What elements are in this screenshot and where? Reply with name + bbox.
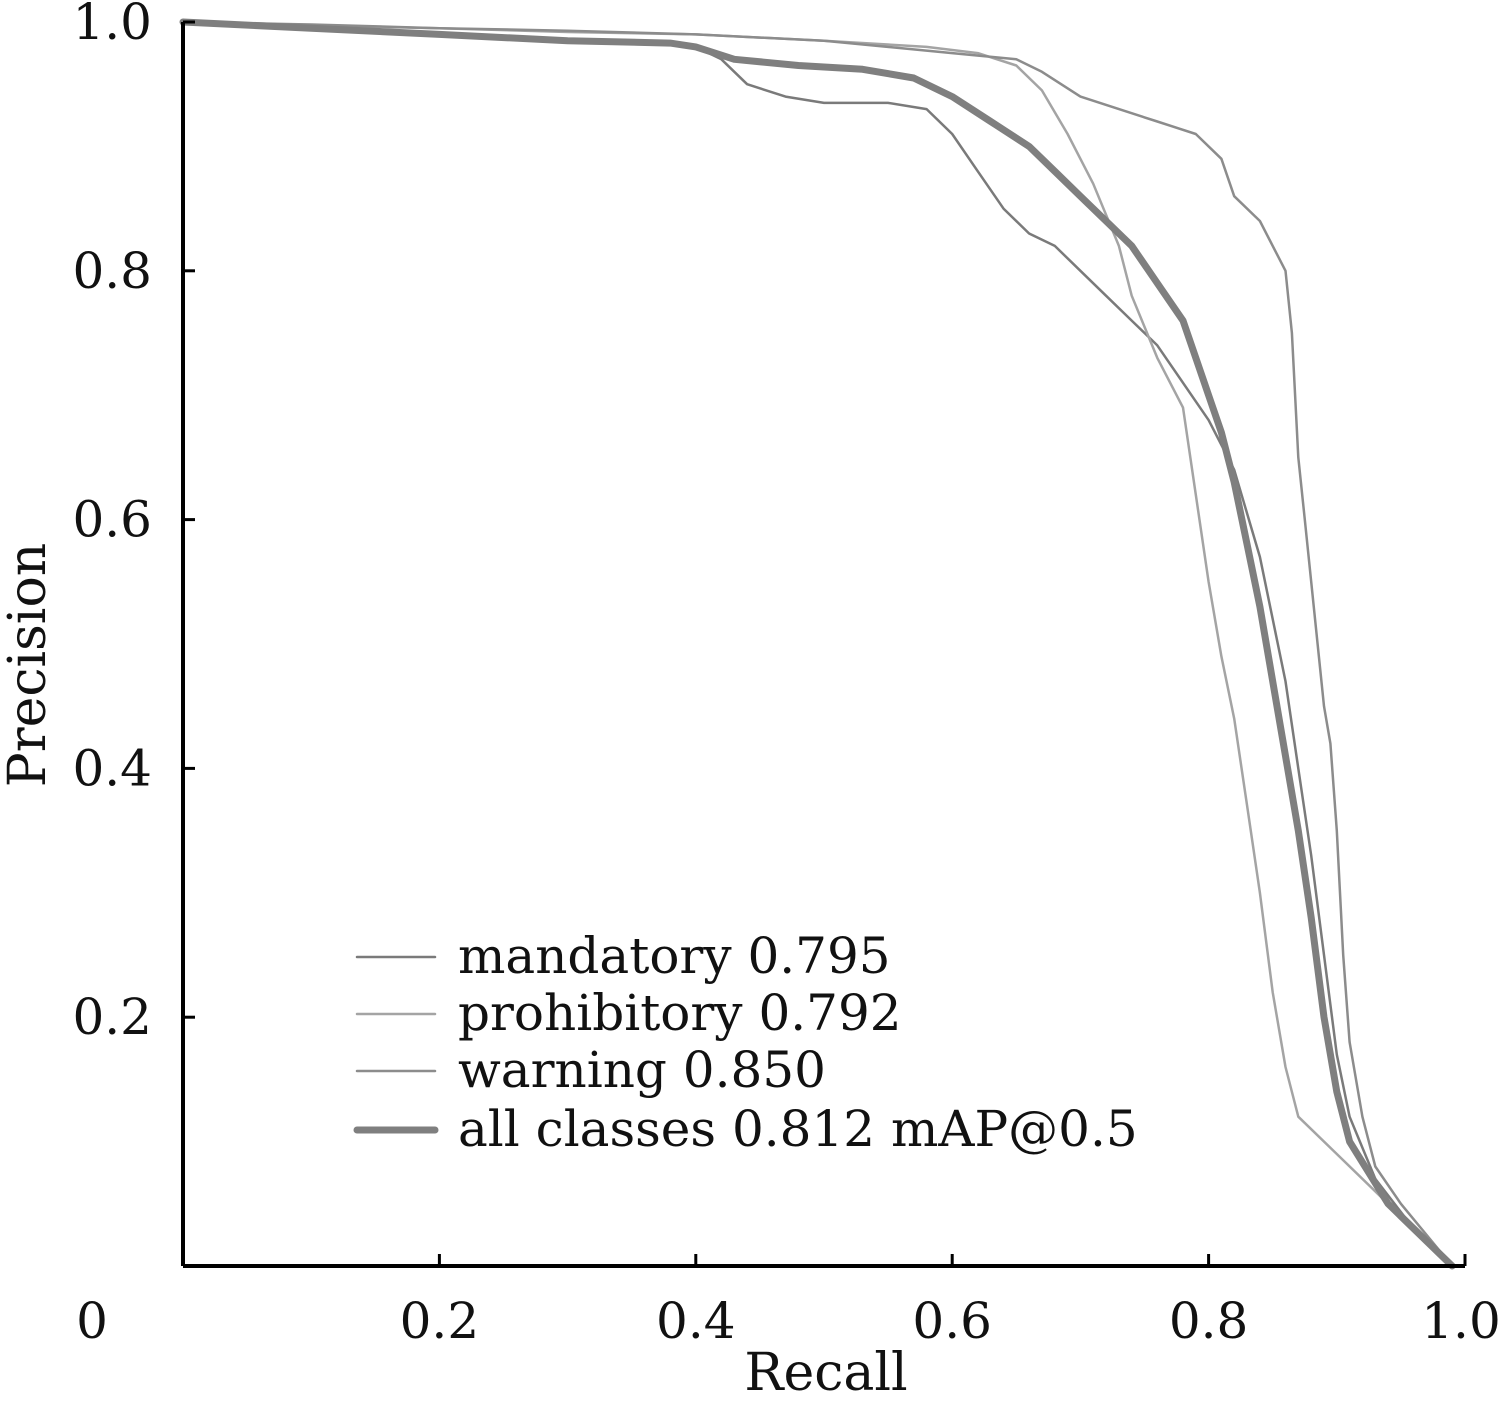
legend-label-2: warning 0.850 [458, 1041, 826, 1099]
x-tick-label: 0.6 [912, 1292, 992, 1350]
series-line-2 [181, 20, 1454, 1268]
legend-label-3: all classes 0.812 mAP@0.5 [458, 1100, 1138, 1158]
x-tick-label: 0.2 [400, 1292, 480, 1350]
series-layer [179, 18, 1456, 1270]
series-line-3 [179, 18, 1456, 1270]
legend-label-1: prohibitory 0.792 [458, 984, 902, 1042]
y-tick-label: 0.4 [72, 739, 152, 797]
x-tick-label: 0.4 [656, 1292, 736, 1350]
x-tick-label: 0 [76, 1292, 108, 1350]
y-tick-label: 0.6 [72, 491, 152, 549]
x-tick-label: 0.8 [1169, 1292, 1249, 1350]
x-axis-label: Recall [744, 1343, 907, 1403]
axes-layer [181, 22, 1465, 1268]
ticks-layer: 0 0.2 0.4 0.6 0.8 1.0 0.2 0.4 0.6 0.8 1.0 [72, 0, 1500, 1350]
y-tick-label: 0.2 [72, 988, 152, 1046]
legend-label-0: mandatory 0.795 [458, 927, 891, 985]
y-axis-label: Precision [0, 543, 58, 788]
y-tick-label: 0.8 [72, 242, 152, 300]
y-tick-label: 1.0 [72, 0, 152, 51]
x-tick-label: 1.0 [1421, 1292, 1501, 1350]
